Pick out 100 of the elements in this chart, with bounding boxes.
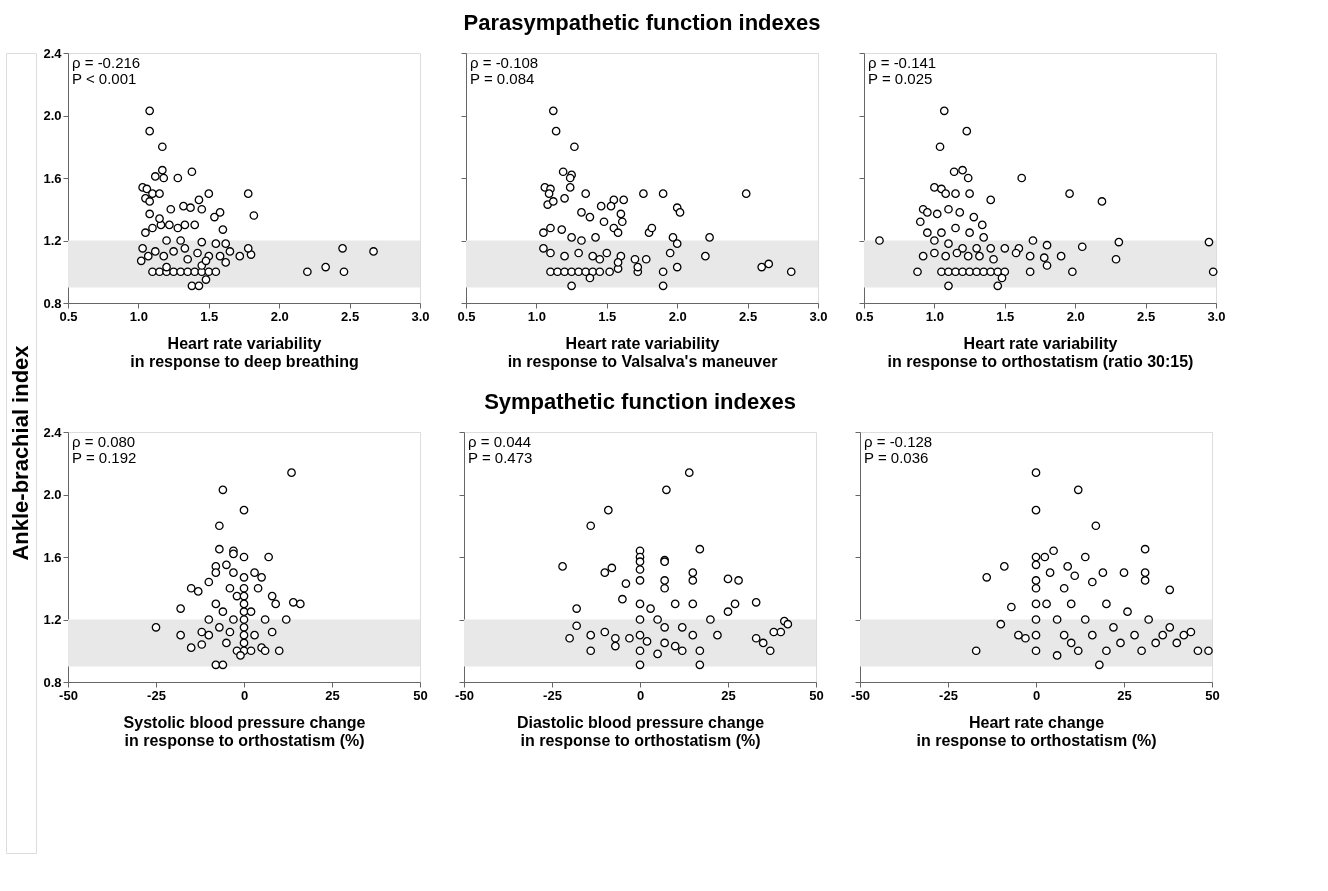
- point: [1102, 646, 1111, 656]
- point: [1102, 599, 1111, 609]
- y-tick-label: 2.4: [43, 45, 63, 61]
- x-tick-label: 50: [809, 687, 824, 703]
- point: [1031, 468, 1041, 477]
- x-tick-label: -50: [851, 687, 870, 703]
- point: [1063, 562, 1073, 571]
- y-tick-label: 0.8: [43, 674, 62, 690]
- point: [1031, 615, 1041, 624]
- x-axis-title: Diastolic blood pressure change in response to orthostatism (%): [516, 713, 765, 749]
- point: [982, 572, 992, 582]
- x-axis-title: Heart rate variability in response to orthostatism (ratio 30:15): [887, 334, 1194, 370]
- point: [1098, 568, 1108, 577]
- x-tick-label: 1.0: [129, 308, 148, 324]
- x-tick-label: 2.5: [739, 308, 758, 324]
- point: [1165, 585, 1175, 595]
- point: [1040, 552, 1050, 562]
- x-tick-label: 25: [721, 687, 736, 703]
- point: [1130, 630, 1139, 640]
- x-tick-label: 3.0: [809, 308, 828, 324]
- x-axis-title: Heart rate variability in response to deep breathing: [130, 334, 359, 370]
- x-tick-label: -25: [147, 687, 166, 703]
- point: [996, 619, 1006, 629]
- annotation: P = 0.036: [864, 449, 929, 466]
- annotation: ρ = -0.108: [470, 54, 539, 71]
- y-tick-label: 2.0: [43, 487, 62, 502]
- x-tick-label: 3.0: [411, 308, 430, 324]
- point: [1123, 607, 1132, 617]
- annotation: P = 0.025: [868, 70, 933, 87]
- x-tick-label: 0.5: [457, 308, 476, 324]
- x-tick-label: 1.0: [925, 308, 944, 324]
- point: [1109, 622, 1118, 632]
- point: [1140, 576, 1150, 585]
- point: [1049, 546, 1058, 556]
- point: [1059, 630, 1069, 640]
- point: [1140, 568, 1150, 577]
- point: [1179, 630, 1189, 640]
- point: [999, 562, 1009, 571]
- annotation: P = 0.473: [468, 449, 533, 466]
- point: [1087, 630, 1097, 640]
- point: [1144, 615, 1153, 624]
- annotation: ρ = -0.216: [72, 54, 141, 71]
- point: [1204, 646, 1213, 656]
- point: [1031, 552, 1041, 562]
- y-tick-label: 1.6: [43, 170, 62, 186]
- y-tick-label: 2.0: [43, 108, 62, 123]
- point: [1080, 615, 1090, 624]
- point: [1165, 622, 1175, 632]
- chart-title: Sympathetic function indexes: [484, 388, 796, 414]
- x-tick-label: 1.0: [527, 308, 546, 324]
- y-tick-label: 1.2: [43, 233, 62, 248]
- point: [1021, 633, 1030, 643]
- x-tick-label: -50: [59, 687, 78, 703]
- point: [1052, 615, 1062, 624]
- x-tick-label: 1.5: [200, 308, 219, 324]
- x-axis-title: Heart rate change in response to orthostatism (%): [916, 713, 1157, 749]
- annotation: ρ = 0.080: [72, 433, 136, 450]
- x-tick-label: 3.0: [1207, 308, 1226, 324]
- point: [1059, 583, 1069, 593]
- point: [1007, 602, 1016, 612]
- chart-title: Parasympathetic function indexes: [463, 9, 821, 35]
- point: [1193, 646, 1203, 656]
- x-tick-label: 0.5: [855, 308, 874, 324]
- point: [1186, 627, 1196, 637]
- point: [1116, 638, 1125, 648]
- x-tick-label: 0.5: [59, 308, 78, 324]
- point: [1137, 646, 1146, 656]
- x-tick-label: 0: [1032, 687, 1041, 703]
- x-tick-label: -50: [455, 687, 474, 703]
- y-tick-label: 2.4: [43, 424, 63, 440]
- y-tick-label: 1.2: [43, 612, 62, 627]
- point: [1031, 560, 1041, 570]
- x-tick-label: 25: [325, 687, 340, 703]
- annotation: P < 0.001: [72, 70, 137, 87]
- point: [1151, 638, 1161, 648]
- x-tick-label: 50: [413, 687, 428, 703]
- point: [1073, 646, 1083, 656]
- y-tick-label: 0.8: [43, 295, 62, 311]
- x-tick-label: 50: [1205, 687, 1220, 703]
- point: [1140, 544, 1150, 554]
- point: [1031, 599, 1041, 609]
- point: [971, 646, 981, 656]
- point: [1119, 568, 1129, 577]
- x-tick-label: 2.0: [270, 308, 289, 324]
- x-tick-label: 0: [636, 687, 645, 703]
- annotation: P = 0.084: [470, 70, 535, 87]
- point: [1087, 577, 1097, 587]
- point: [1073, 485, 1083, 495]
- x-tick-label: -25: [939, 687, 958, 703]
- x-axis-title: Heart rate variability in response to Valsalva's maneuver: [507, 334, 778, 370]
- point: [1080, 552, 1090, 562]
- point: [1066, 599, 1076, 609]
- point: [1042, 599, 1051, 609]
- x-tick-label: 2.0: [1066, 308, 1085, 324]
- point: [1158, 630, 1168, 640]
- annotation: P = 0.192: [72, 449, 137, 466]
- x-tick-label: 2.5: [341, 308, 360, 324]
- x-axis-title: Systolic blood pressure change in response to orthostatism (%): [123, 713, 366, 749]
- point: [1031, 646, 1041, 656]
- point: [1031, 583, 1041, 593]
